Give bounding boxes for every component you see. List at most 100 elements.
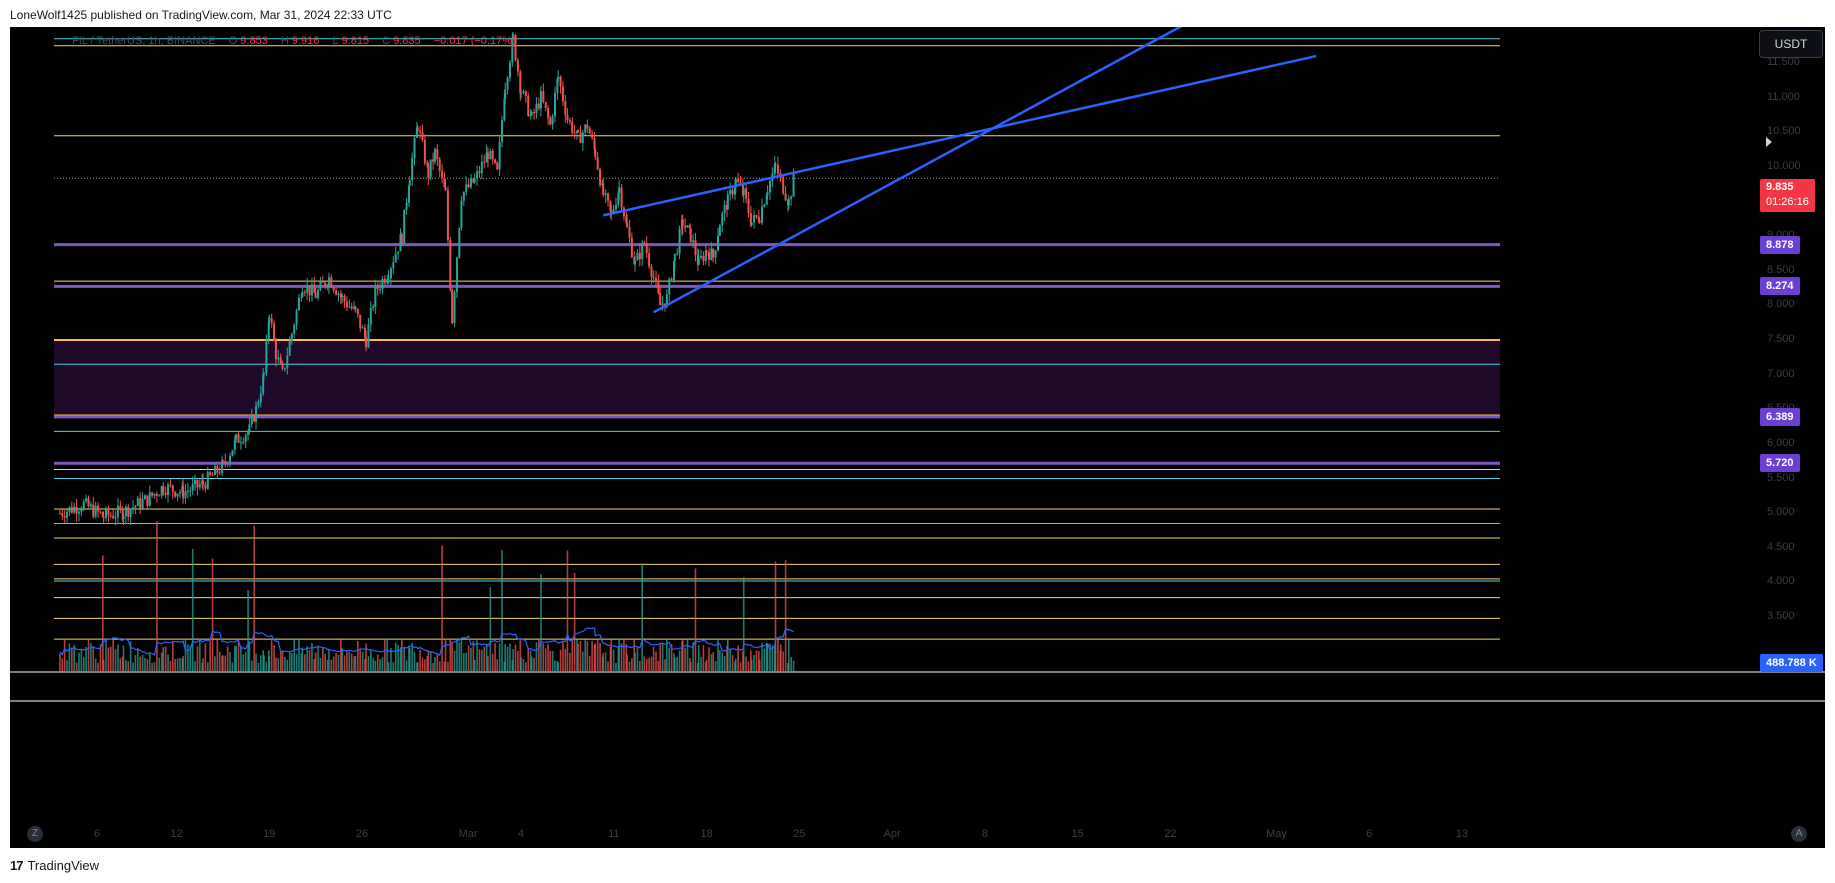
candle-body [634, 260, 637, 265]
candle-body [75, 506, 78, 514]
volume-bar [144, 658, 146, 671]
candle-body [549, 117, 552, 125]
candle-body [196, 479, 199, 488]
candle-body [469, 178, 472, 188]
candle-body [763, 204, 766, 207]
candle-body [257, 402, 260, 406]
volume-bar [361, 651, 364, 671]
volume-bar [279, 650, 282, 671]
time-tick-label: Apr [883, 828, 901, 840]
candle-body [688, 225, 691, 229]
volume-bar [496, 659, 499, 671]
volume-bar [202, 658, 204, 671]
candle-body [324, 282, 327, 287]
volume-bar [729, 648, 732, 671]
volume-bar [311, 642, 313, 671]
candle-body [151, 492, 154, 496]
candle-body [408, 180, 411, 186]
currency-button[interactable]: USDT [1759, 30, 1823, 58]
volume-bar [460, 639, 463, 671]
candle-body [681, 219, 684, 227]
candle-body [300, 297, 303, 299]
candle-body [127, 506, 130, 517]
candle-body [765, 195, 768, 205]
candle-body [411, 158, 414, 181]
volume-bar [196, 646, 199, 671]
volume-bar [172, 641, 174, 671]
volume-bar [643, 656, 646, 671]
volume-bar [160, 652, 163, 671]
volume-bar [92, 647, 95, 671]
candle-body [174, 491, 177, 497]
price-tick-label: 6.000 [1767, 436, 1795, 449]
candle-body [327, 277, 330, 287]
candle-body [413, 137, 416, 159]
candle-body [416, 127, 419, 131]
volume-bar [244, 651, 247, 671]
candle-body [726, 194, 729, 210]
volume-bar [443, 661, 446, 671]
volume-bar [102, 660, 105, 671]
volume-bar [719, 650, 721, 671]
volume-bar [99, 644, 102, 671]
volume-bar [612, 649, 615, 671]
volume-bar [584, 639, 587, 671]
candle-body [584, 124, 587, 133]
tradingview-logo-icon[interactable]: 17 [10, 858, 24, 873]
brand-name[interactable]: TradingView [27, 858, 100, 873]
candle-body [132, 507, 135, 509]
candle-body [376, 285, 379, 290]
volume-ma-line [59, 627, 794, 657]
volume-bar [465, 652, 468, 671]
volume-bar [557, 662, 559, 671]
volume-bar [674, 658, 676, 671]
auto-scale-left-button[interactable]: Z [27, 826, 43, 842]
candle-body [659, 292, 662, 306]
candle-body [433, 149, 436, 162]
play-arrow-icon[interactable] [1766, 137, 1772, 147]
volume-bar [176, 658, 179, 671]
volume-bar [710, 654, 713, 671]
level-price-tag: 6.389 [1760, 407, 1800, 426]
candle-body [524, 91, 527, 96]
candle-body [472, 178, 475, 183]
volume-bar [512, 649, 514, 671]
volume-bar [359, 648, 361, 671]
candle-body [638, 252, 641, 260]
volume-bar [668, 647, 671, 671]
low-value: 9.815 [341, 35, 370, 47]
candle-body [620, 187, 623, 208]
candle-body [92, 504, 95, 517]
volume-bar [303, 654, 306, 671]
candle-body [116, 505, 119, 518]
volume-bar [610, 639, 612, 671]
candle-body [707, 252, 710, 260]
chart-canvas[interactable] [10, 27, 1825, 848]
candles [58, 31, 795, 526]
volume-bar [666, 639, 668, 671]
candle-body [692, 240, 695, 243]
volume-bar [97, 662, 99, 671]
candle-body [423, 140, 426, 163]
candle-body [268, 318, 271, 322]
candle-body [301, 292, 304, 298]
candle-body [221, 460, 224, 462]
candle-body [176, 493, 179, 497]
volume-bar [330, 659, 333, 671]
volume-bar [714, 661, 717, 671]
candle-body [473, 178, 476, 183]
volume-bar [463, 653, 465, 671]
volume-bar [451, 643, 453, 671]
candle-body [148, 492, 151, 506]
candle-body [348, 306, 351, 308]
volume-bar [579, 640, 582, 671]
high-value: 9.916 [291, 35, 320, 47]
auto-scale-right-button[interactable]: A [1791, 826, 1807, 842]
candle-body [533, 111, 536, 113]
ohlc-legend: FIL / TetherUS, 1h, BINANCE O 9.853 H 9.91… [72, 35, 516, 47]
candle-body [593, 137, 596, 150]
chart-frame[interactable]: FIL / TetherUS, 1h, BINANCE O 9.853 H 9.91… [10, 27, 1825, 848]
candle-body [460, 200, 463, 228]
volume-bar [194, 661, 196, 671]
candle-body [341, 295, 344, 297]
